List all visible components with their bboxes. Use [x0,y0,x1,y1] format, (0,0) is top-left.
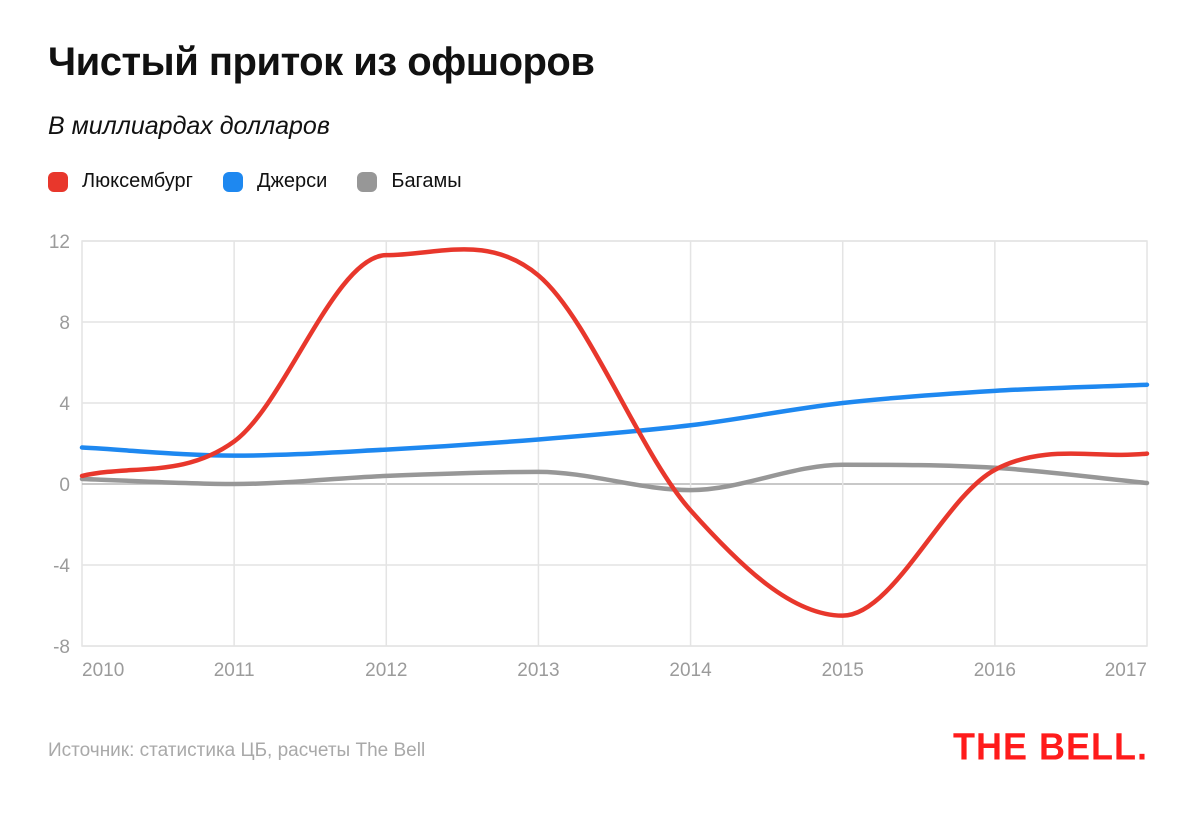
x-tick-label: 2013 [517,660,559,681]
x-tick-label: 2015 [822,660,864,681]
chart-title: Чистый приток из офшоров [48,40,595,84]
legend-item-jersey: Джерси [222,170,328,193]
x-tick-label: 2011 [214,660,255,681]
legend-label: Джерси [256,170,328,192]
legend-item-bahamas: Багамы [357,170,462,193]
x-tick-label: 2012 [365,660,407,681]
legend-label: Люксембург [82,170,193,192]
y-tick-label: -4 [53,556,70,577]
plot-frame [81,240,1148,647]
y-tick-label: 8 [59,313,70,334]
x-tick-label: 2010 [82,660,124,681]
y-tick-label: 4 [59,394,70,415]
legend-item-luxembourg: Люксембург [48,170,193,193]
x-tick-label: 2016 [974,660,1016,681]
x-tick-label: 2014 [669,660,712,681]
legend-swatch-icon [48,171,68,192]
source-note: Источник: статистика ЦБ, расчеты The Bel… [48,740,426,761]
y-tick-label: -8 [53,637,70,658]
legend-swatch-icon [357,171,378,192]
y-tick-label: 0 [59,475,70,496]
series-line-luxembourg [79,247,1150,618]
legend: Люксембург Джерси Багамы [48,170,492,193]
legend-label: Багамы [391,170,462,192]
y-tick-label: 12 [49,232,70,253]
chart-subtitle: В миллиардах долларов [48,112,330,140]
series-line-bahamas [79,462,1150,493]
x-tick-label: 2017 [1105,660,1147,681]
brand-logo: THE BELL. [953,724,1148,768]
legend-swatch-icon [222,171,243,192]
series-line-jersey [79,382,1150,458]
